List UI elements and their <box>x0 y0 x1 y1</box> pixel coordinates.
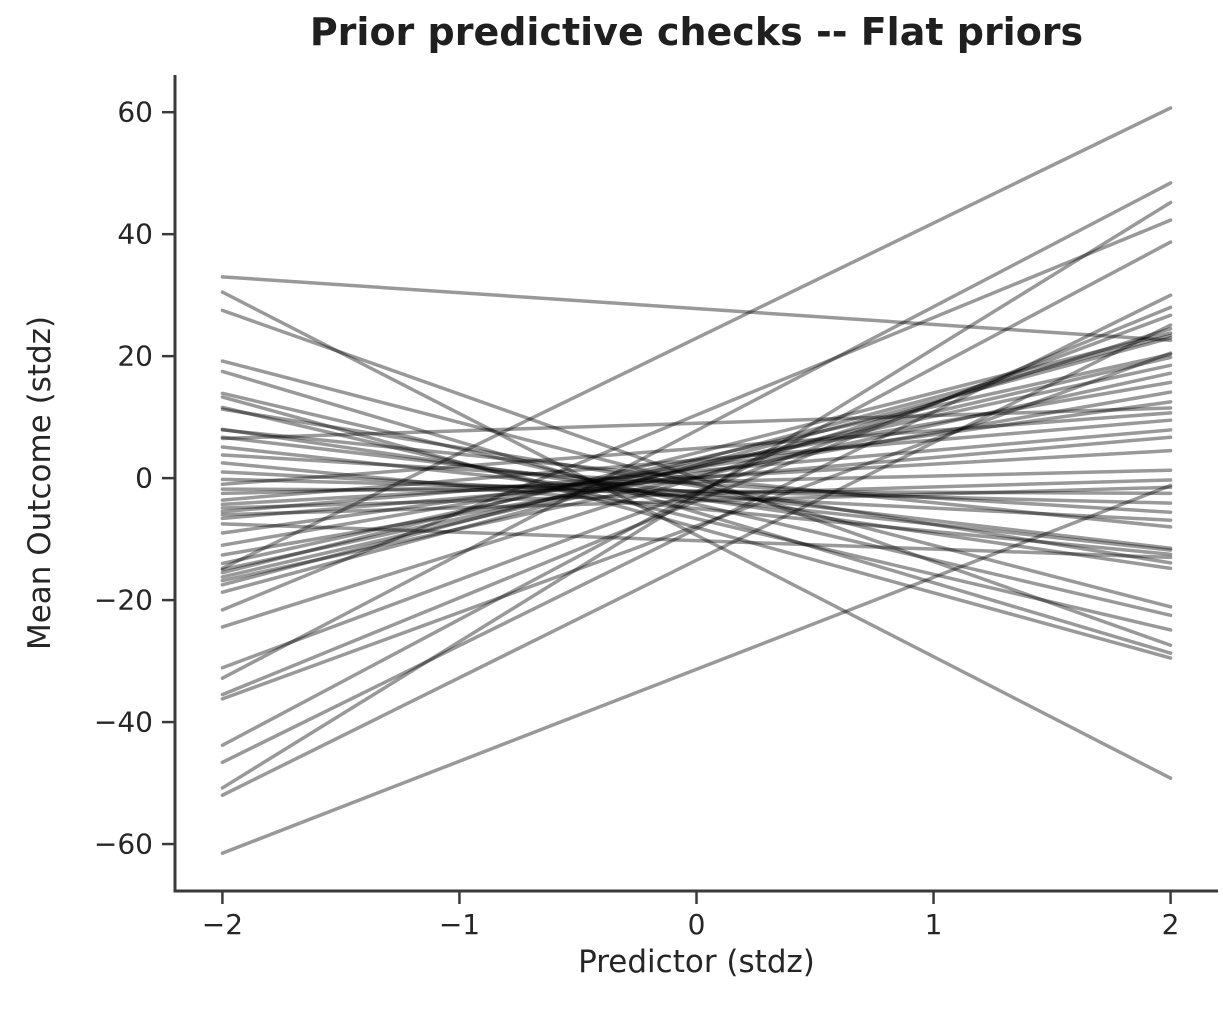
x-tick-label: 1 <box>925 908 943 941</box>
y-tick-label: 0 <box>135 462 153 495</box>
prior-line <box>220 380 1173 547</box>
prior-line <box>220 445 1173 552</box>
prior-line <box>220 391 1173 618</box>
prior-line <box>220 395 1173 660</box>
prior-line <box>220 468 1173 496</box>
prior-line <box>220 290 1173 780</box>
prior-line <box>220 418 1173 502</box>
prior-line <box>220 369 1173 655</box>
prior-line <box>220 461 1173 557</box>
prior-line <box>220 218 1173 612</box>
prior-line <box>220 336 1173 594</box>
prior-line <box>220 390 1173 557</box>
prior-line <box>220 333 1173 587</box>
prior-line <box>220 406 1173 441</box>
prior-line <box>220 435 1173 551</box>
plot-title: Prior predictive checks -- Flat priors <box>309 10 1084 54</box>
prior-line <box>220 331 1173 575</box>
prior-line <box>220 478 1173 510</box>
prior-line <box>220 240 1173 747</box>
x-tick-label: −1 <box>439 908 480 941</box>
prior-line <box>220 308 1173 647</box>
prior-line <box>220 485 1173 517</box>
y-axis-label: Mean Outcome (stdz) <box>22 315 58 651</box>
prior-line <box>220 200 1173 790</box>
prior-line <box>220 428 1173 514</box>
prior-line <box>220 351 1173 701</box>
prior-line <box>220 522 1173 560</box>
prior-line <box>220 363 1173 572</box>
prior-line <box>220 326 1173 629</box>
prior-line <box>220 435 1173 521</box>
prior-line <box>220 293 1173 765</box>
x-tick-label: 0 <box>688 908 706 941</box>
prior-line <box>220 313 1173 670</box>
prior-line <box>220 359 1173 609</box>
prior-line <box>220 448 1173 507</box>
prior-line <box>220 405 1173 632</box>
prior-line <box>220 411 1173 486</box>
prior-line <box>220 275 1173 343</box>
prior-line <box>220 453 1173 515</box>
prior-line <box>220 428 1173 529</box>
x-tick-label: −2 <box>202 908 243 941</box>
prior-line <box>220 407 1173 565</box>
prior-line <box>220 323 1173 798</box>
y-tick-label: 60 <box>117 96 153 129</box>
y-tick-label: 20 <box>117 340 153 373</box>
x-tick-label: 2 <box>1162 908 1180 941</box>
prior-line <box>220 352 1173 566</box>
y-tick-label: −20 <box>94 584 153 617</box>
prior-line <box>220 355 1173 579</box>
prior-line <box>220 181 1173 680</box>
x-axis-label: Predictor (stdz) <box>578 944 815 980</box>
prior-line <box>220 487 1173 496</box>
prior-line <box>220 477 1173 505</box>
prior-line <box>220 483 1173 855</box>
y-tick-label: −40 <box>94 706 153 739</box>
prior-line <box>220 400 1173 535</box>
prior-line <box>220 305 1173 697</box>
y-tick-label: −60 <box>94 828 153 861</box>
prior-line <box>220 106 1173 571</box>
prior-line <box>220 470 1173 522</box>
prior-line <box>220 371 1173 583</box>
prior-line <box>220 427 1173 571</box>
y-tick-label: 40 <box>117 218 153 251</box>
